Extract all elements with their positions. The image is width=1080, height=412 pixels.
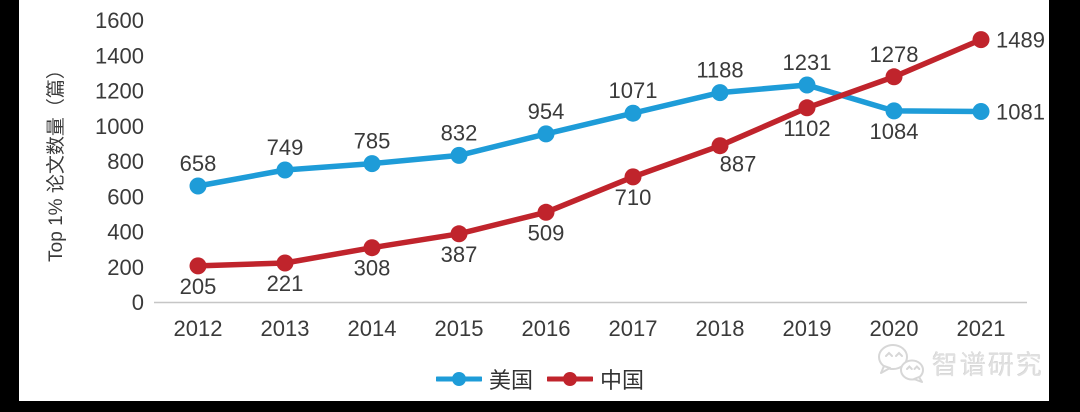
legend-line-usa-icon bbox=[435, 372, 482, 386]
data-label: 308 bbox=[354, 256, 391, 281]
data-point bbox=[711, 84, 729, 102]
data-point bbox=[798, 76, 816, 94]
data-label: 205 bbox=[180, 274, 217, 299]
data-label: 1278 bbox=[870, 42, 919, 67]
x-tick-label: 2019 bbox=[783, 316, 832, 341]
y-tick-label: 1200 bbox=[95, 79, 144, 104]
y-axis-title: Top 1% 论文数量（篇） bbox=[45, 60, 67, 262]
x-tick-label: 2015 bbox=[435, 316, 484, 341]
chart-legend: 美国 中国 bbox=[0, 363, 1080, 395]
data-label: 1231 bbox=[783, 50, 832, 75]
x-tick-label: 2014 bbox=[348, 316, 397, 341]
legend-item-usa: 美国 bbox=[435, 363, 533, 395]
data-label: 1489 bbox=[996, 28, 1045, 53]
data-point bbox=[363, 239, 381, 257]
series-line bbox=[195, 36, 984, 269]
data-label: 887 bbox=[720, 152, 757, 177]
data-label: 509 bbox=[528, 220, 565, 245]
data-point bbox=[189, 257, 207, 275]
data-point bbox=[537, 203, 555, 221]
bottom-border-bar bbox=[0, 401, 1080, 412]
y-tick-label: 400 bbox=[107, 220, 144, 245]
legend-label-usa: 美国 bbox=[488, 368, 533, 393]
x-tick-label: 2017 bbox=[609, 316, 658, 341]
wechat-icon bbox=[877, 344, 924, 383]
legend-item-china: 中国 bbox=[547, 363, 644, 395]
data-point bbox=[711, 137, 729, 155]
data-point bbox=[276, 161, 294, 179]
data-label: 785 bbox=[354, 129, 391, 154]
data-point bbox=[537, 125, 555, 143]
data-point bbox=[972, 103, 990, 120]
watermark: 智谱研究 bbox=[876, 342, 1044, 384]
data-point bbox=[624, 168, 642, 186]
data-label: 221 bbox=[267, 271, 304, 296]
x-tick-label: 2012 bbox=[174, 316, 223, 341]
left-border-bar bbox=[0, 0, 19, 412]
data-point bbox=[885, 102, 903, 120]
data-point bbox=[885, 68, 903, 86]
data-label: 749 bbox=[267, 135, 304, 160]
y-tick-label: 200 bbox=[107, 255, 144, 280]
y-tick-label: 600 bbox=[107, 184, 144, 209]
data-label: 1084 bbox=[870, 119, 919, 144]
x-tick-label: 2013 bbox=[261, 316, 310, 341]
data-label: 954 bbox=[528, 99, 565, 124]
y-tick-label: 1000 bbox=[95, 114, 144, 139]
x-tick-label: 2018 bbox=[696, 316, 745, 341]
data-point bbox=[189, 177, 207, 195]
watermark-text: 智谱研究 bbox=[931, 349, 1044, 380]
right-border-bar bbox=[1049, 0, 1080, 412]
data-point bbox=[450, 146, 468, 164]
x-tick-label: 2016 bbox=[522, 316, 571, 341]
data-label: 658 bbox=[180, 151, 217, 176]
x-tick-label: 2020 bbox=[870, 316, 919, 341]
data-label: 1071 bbox=[609, 78, 658, 103]
legend-line-china-icon bbox=[547, 372, 593, 386]
data-point bbox=[276, 254, 294, 272]
data-label: 1081 bbox=[996, 100, 1045, 125]
data-label: 832 bbox=[441, 120, 478, 145]
data-point bbox=[450, 225, 468, 243]
data-point bbox=[363, 155, 381, 173]
data-point bbox=[798, 99, 816, 117]
data-point bbox=[624, 104, 642, 122]
data-label: 1102 bbox=[783, 116, 830, 141]
y-tick-label: 800 bbox=[107, 149, 144, 174]
y-tick-label: 0 bbox=[132, 290, 144, 315]
y-tick-label: 1400 bbox=[95, 43, 144, 68]
series-line bbox=[195, 82, 984, 189]
data-point bbox=[972, 31, 990, 49]
x-tick-label: 2021 bbox=[957, 316, 1006, 341]
legend-label-china: 中国 bbox=[600, 368, 645, 393]
data-label: 710 bbox=[615, 185, 652, 210]
y-tick-label: 1600 bbox=[95, 8, 144, 33]
data-label: 1188 bbox=[696, 58, 743, 83]
data-label: 387 bbox=[441, 242, 478, 267]
